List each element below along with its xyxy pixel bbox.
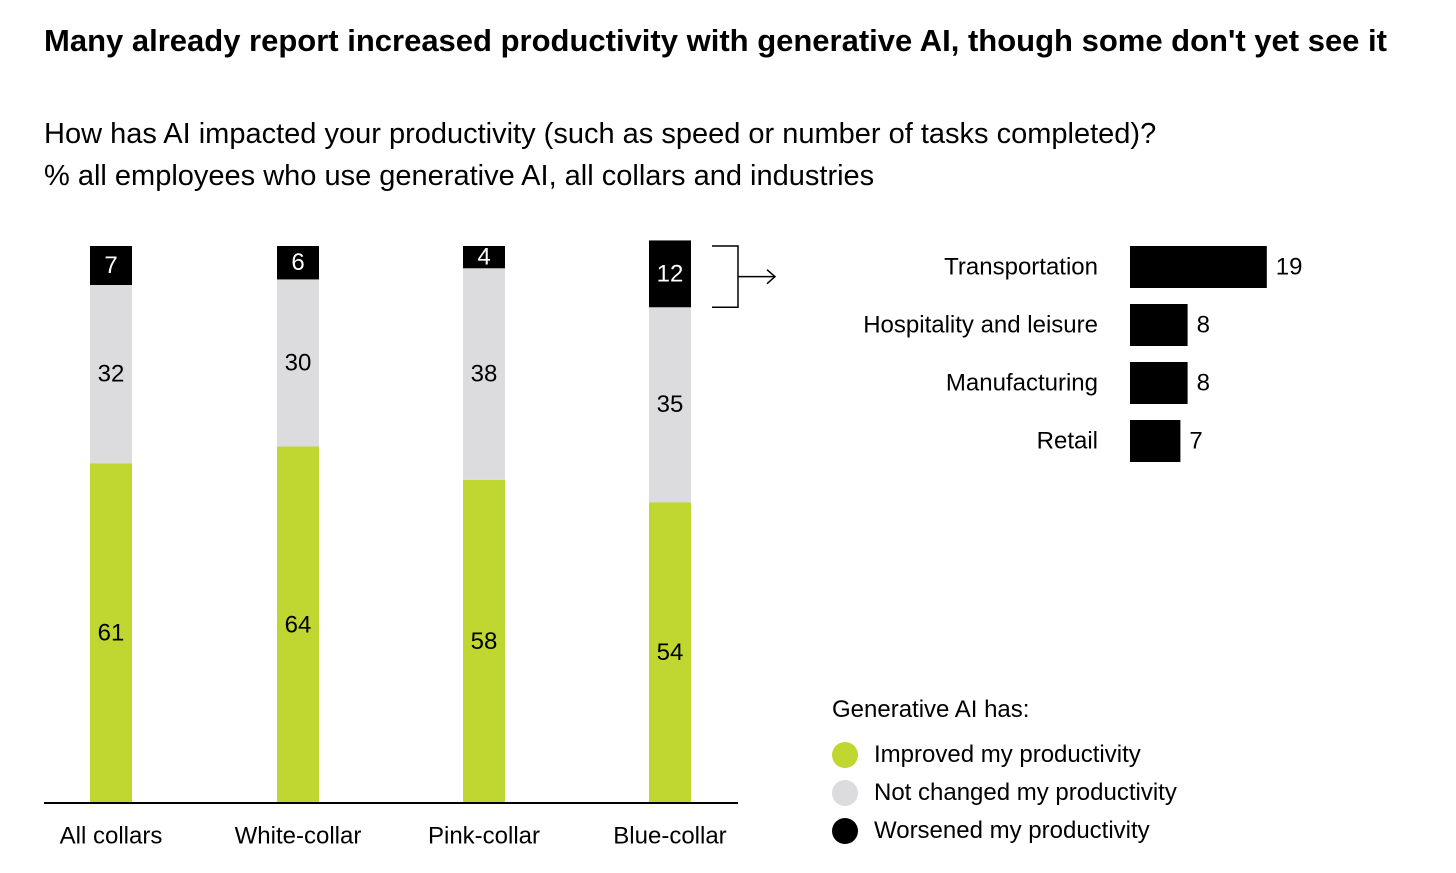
- data-label-pink-collar-not-changed: 38: [471, 361, 498, 388]
- legend-swatch-not-changed: [832, 780, 858, 806]
- industry-label-retail: Retail: [1037, 428, 1098, 455]
- industry-bar-hospitality-and-leisure: [1130, 304, 1188, 346]
- chart-subtitle-base: % all employees who use generative AI, a…: [44, 160, 875, 192]
- industry-label-transportation: Transportation: [944, 254, 1098, 281]
- industry-bar-transportation: [1130, 246, 1267, 288]
- bar-segment-white-collar-worsened: [277, 246, 319, 280]
- bar-segment-pink-collar-not-changed: [463, 268, 505, 480]
- legend-item-not-changed: Not changed my productivity: [832, 774, 1177, 812]
- legend-label-worsened: Worsened my productivity: [874, 817, 1150, 844]
- x-tick-label-blue-collar: Blue-collar: [613, 823, 726, 850]
- data-label-all-collars-improved: 61: [98, 620, 125, 647]
- bar-segment-white-collar-not-changed: [277, 279, 319, 447]
- bar-segment-all-collars-improved: [90, 463, 132, 803]
- industry-bar-retail: [1130, 420, 1181, 462]
- legend: Generative AI has: Improved my productiv…: [832, 694, 1177, 850]
- x-tick-label-all-collars: All collars: [60, 823, 163, 850]
- industry-label-hospitality-and-leisure: Hospitality and leisure: [863, 312, 1098, 339]
- data-label-pink-collar-worsened: 4: [477, 244, 490, 271]
- callout-bracket: [712, 245, 739, 309]
- x-tick-label-white-collar: White-collar: [235, 823, 362, 850]
- industry-label-manufacturing: Manufacturing: [946, 370, 1098, 397]
- legend-item-improved: Improved my productivity: [832, 736, 1177, 774]
- industry-value-retail: 7: [1189, 428, 1202, 455]
- industry-value-manufacturing: 8: [1197, 370, 1210, 397]
- bar-segment-white-collar-improved: [277, 446, 319, 803]
- bar-segment-blue-collar-worsened: [649, 240, 691, 308]
- data-label-all-collars-not-changed: 32: [98, 361, 125, 388]
- data-label-blue-collar-worsened: 12: [657, 260, 684, 287]
- legend-swatch-worsened: [832, 818, 858, 844]
- legend-swatch-improved: [832, 742, 858, 768]
- bar-segment-all-collars-worsened: [90, 246, 132, 285]
- chart-subtitle-question: How has AI impacted your productivity (s…: [44, 118, 1157, 150]
- bar-segment-pink-collar-improved: [463, 479, 505, 803]
- legend-item-worsened: Worsened my productivity: [832, 812, 1177, 850]
- data-label-white-collar-worsened: 6: [291, 249, 304, 276]
- blue-collar-worsened-callout: [712, 245, 777, 309]
- industry-value-transportation: 19: [1276, 254, 1303, 281]
- data-label-pink-collar-improved: 58: [471, 628, 498, 655]
- legend-label-not-changed: Not changed my productivity: [874, 779, 1177, 806]
- x-tick-label-pink-collar: Pink-collar: [428, 823, 540, 850]
- chart-title: Many already report increased productivi…: [44, 23, 1387, 58]
- bar-segment-blue-collar-improved: [649, 502, 691, 803]
- data-label-white-collar-improved: 64: [285, 611, 312, 638]
- industry-bar-manufacturing: [1130, 362, 1188, 404]
- legend-label-improved: Improved my productivity: [874, 741, 1141, 768]
- stacked-bar-chart: 61 32 7 All collars 64 30 6 White-collar 58 38 4 Pi…: [44, 240, 738, 850]
- industry-value-hospitality-and-leisure: 8: [1197, 312, 1210, 339]
- data-label-blue-collar-improved: 54: [657, 639, 684, 666]
- data-label-all-collars-worsened: 7: [104, 252, 117, 279]
- legend-title: Generative AI has:: [832, 696, 1030, 723]
- callout-arrow-head: [766, 269, 777, 285]
- bar-segment-all-collars-not-changed: [90, 284, 132, 464]
- data-label-white-collar-not-changed: 30: [285, 349, 312, 376]
- bar-segment-pink-collar-worsened: [463, 246, 505, 269]
- data-label-blue-collar-not-changed: 35: [657, 391, 684, 418]
- industry-bar-chart: Transportation 19 Hospitality and leisure 8…: [863, 246, 1303, 462]
- bar-segment-blue-collar-not-changed: [649, 307, 691, 503]
